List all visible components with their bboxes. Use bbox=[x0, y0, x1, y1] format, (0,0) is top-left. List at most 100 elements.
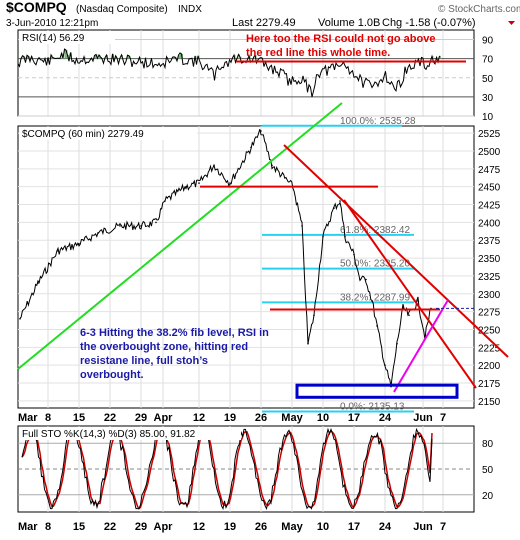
price-point-5 bbox=[119, 225, 121, 227]
sto-tick-50: 50 bbox=[482, 465, 494, 476]
price-point-0 bbox=[19, 318, 21, 320]
price-tick-2400: 2400 bbox=[478, 218, 501, 229]
price-annotation-line-3: resistane line, full stoh’s bbox=[80, 355, 208, 367]
exchange-label: INDX bbox=[178, 4, 202, 15]
symbol-title: $COMPQ bbox=[6, 0, 67, 15]
x-axis-mid-label-6: 12 bbox=[193, 412, 205, 424]
price-point-18 bbox=[307, 342, 309, 345]
price-point-29 bbox=[384, 364, 386, 367]
x-axis-bottom-label-1: 8 bbox=[45, 521, 51, 533]
x-axis-mid-label-3: 22 bbox=[104, 412, 116, 424]
price-point-28 bbox=[376, 325, 378, 327]
stochastics-label: Full STO %K(14,3) %D(3) 85.00, 91.82 bbox=[22, 429, 196, 440]
price-tick-2450: 2450 bbox=[478, 183, 501, 194]
stochastics-label-bg bbox=[19, 427, 241, 440]
rsi-annotation: Here too the RSI could not go above the … bbox=[246, 33, 439, 59]
x-axis-mid-label-1: 8 bbox=[45, 412, 51, 424]
x-axis-bottom-label-13: Jun bbox=[413, 521, 433, 533]
price-point-34 bbox=[417, 300, 419, 302]
price-grid bbox=[18, 126, 474, 408]
price-point-11 bbox=[213, 164, 215, 167]
x-axis-mid-label-8: 26 bbox=[255, 412, 267, 424]
rsi-tick-30: 30 bbox=[482, 93, 494, 104]
price-point-12 bbox=[229, 182, 231, 184]
rsi-frame bbox=[17, 29, 475, 117]
red-trend-line-lower bbox=[343, 199, 477, 389]
fib-label-2: 50.0%: 2335.20 bbox=[340, 259, 410, 270]
price-label: $COMPQ (60 min) 2279.49 bbox=[22, 129, 144, 140]
fib-label-0: 100.0%: 2535.28 bbox=[340, 116, 416, 127]
stochastics-tick-labels: 20 50 80 bbox=[482, 439, 494, 502]
price-panel: 2150 2175 2200 2225 2250 2275 2300 2325 2350 2375… bbox=[17, 102, 509, 413]
price-label-bg bbox=[19, 127, 197, 140]
price-tick-2500: 2500 bbox=[478, 147, 501, 158]
x-axis-mid-label-9: May bbox=[281, 412, 303, 424]
price-point-15 bbox=[271, 164, 273, 167]
price-point-7 bbox=[155, 221, 157, 224]
fib-label-4: 0.0%: 2135.13 bbox=[340, 401, 405, 412]
price-point-22 bbox=[339, 200, 341, 202]
rsi-annotation-line-2: the red line this whole time. bbox=[246, 47, 390, 59]
price-point-3 bbox=[78, 243, 80, 245]
price-annotation-line-1: 6-3 Hitting the 38.2% fib level, RSI in bbox=[80, 327, 269, 339]
price-point-4 bbox=[97, 232, 99, 234]
price-tick-2250: 2250 bbox=[478, 325, 501, 336]
datetime-label: 3-Jun-2010 12:21pm bbox=[6, 18, 98, 29]
x-axis-bottom-label-7: 19 bbox=[224, 521, 236, 533]
fib-label-3: 38.2%: 2287.99 bbox=[340, 292, 410, 303]
price-tick-2425: 2425 bbox=[478, 201, 501, 212]
sto-tick-20: 20 bbox=[482, 491, 494, 502]
price-annotation-line-2: the overbought zone, hitting red bbox=[80, 341, 248, 353]
x-axis-mid-label-4: 29 bbox=[135, 412, 147, 424]
price-point-21 bbox=[333, 207, 335, 209]
price-tick-labels: 2150 2175 2200 2225 2250 2275 2300 2325 2350 2375… bbox=[478, 129, 501, 408]
rsi-label-bg bbox=[19, 31, 115, 44]
price-tick-2475: 2475 bbox=[478, 165, 501, 176]
price-point-23 bbox=[344, 235, 346, 238]
price-points bbox=[19, 130, 432, 388]
x-axis-mid-label-2: 15 bbox=[73, 412, 85, 424]
price-point-33 bbox=[408, 314, 410, 317]
x-axis-mid-label-7: 19 bbox=[224, 412, 236, 424]
price-point-19 bbox=[313, 314, 315, 317]
x-axis-bottom: Mar 8 15 22 29 Apr 12 19 26 May 10 17 24 Jun 7 bbox=[18, 521, 446, 533]
rsi-tick-10: 10 bbox=[482, 112, 494, 123]
rsi-panel: 10 30 50 70 90 RSI(14) 56.29 Here too the RS… bbox=[17, 29, 494, 123]
price-tick-2325: 2325 bbox=[478, 272, 501, 283]
rsi-tick-70: 70 bbox=[482, 55, 494, 66]
price-point-27 bbox=[371, 300, 373, 302]
price-tick-2525: 2525 bbox=[478, 129, 501, 140]
price-tick-2225: 2225 bbox=[478, 343, 501, 354]
sto-tick-80: 80 bbox=[482, 439, 494, 450]
x-axis-mid-label-10: 10 bbox=[317, 412, 329, 424]
price-point-6 bbox=[140, 225, 142, 227]
price-point-17 bbox=[301, 225, 303, 227]
x-axis-bottom-label-8: 26 bbox=[255, 521, 267, 533]
rsi-grid bbox=[18, 30, 474, 117]
x-axis-middle: Mar 8 15 22 29 Apr 12 19 26 May 10 17 24 Jun 7 bbox=[18, 412, 446, 424]
x-axis-mid-label-12: 24 bbox=[379, 412, 392, 424]
price-annotation-line-4: overbought. bbox=[80, 369, 144, 381]
price-tick-2275: 2275 bbox=[478, 308, 501, 319]
price-tick-2150: 2150 bbox=[478, 397, 501, 408]
price-tick-2175: 2175 bbox=[478, 379, 501, 390]
price-point-25 bbox=[359, 278, 361, 281]
price-annotation: 6-3 Hitting the 38.2% fib level, RSI in … bbox=[80, 327, 272, 381]
rsi-label: RSI(14) 56.29 bbox=[22, 33, 85, 44]
price-point-24 bbox=[353, 253, 355, 256]
x-axis-bottom-label-10: 10 bbox=[317, 521, 329, 533]
last-price: Last 2279.49 bbox=[232, 17, 296, 29]
price-point-2 bbox=[57, 250, 59, 252]
x-axis-bottom-label-14: 7 bbox=[440, 521, 446, 533]
change-down-icon bbox=[508, 21, 515, 25]
price-point-26 bbox=[365, 278, 367, 281]
stochastics-panel: 20 50 80 Full STO %K(14,3) %D(3) 85.00, 91… bbox=[17, 425, 494, 513]
rsi-tick-50: 50 bbox=[482, 74, 494, 85]
change-label: Chg -1.58 (-0.07%) bbox=[382, 17, 476, 29]
rsi-line bbox=[17, 48, 440, 98]
x-axis-bottom-label-6: 12 bbox=[193, 521, 205, 533]
x-axis-mid-label-14: 7 bbox=[440, 412, 446, 424]
price-point-9 bbox=[185, 185, 187, 188]
red-trend-line-upper bbox=[283, 144, 509, 358]
